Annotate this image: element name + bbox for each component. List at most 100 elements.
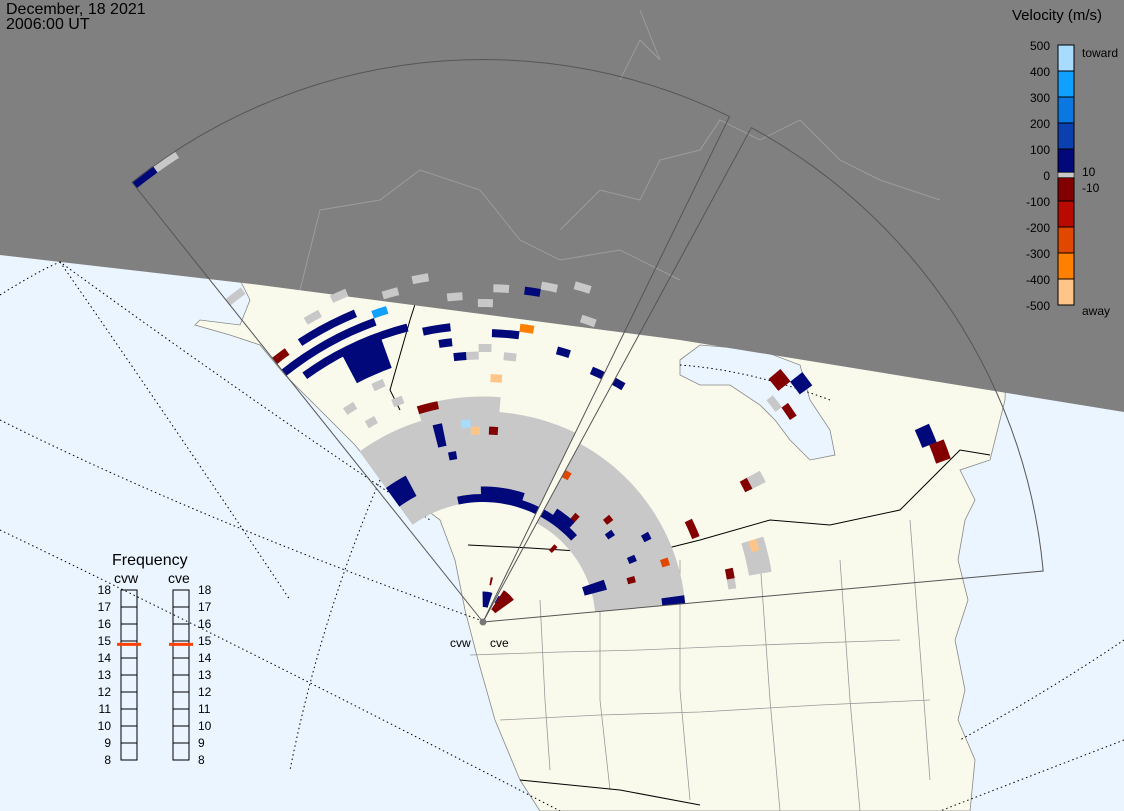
- velocity-cell: [342, 339, 392, 384]
- velocity-cell: [432, 423, 447, 448]
- velocity-cell: [491, 590, 514, 614]
- frequency-tick-left: 13: [98, 668, 112, 682]
- velocity-cell: [416, 401, 439, 415]
- velocity-cell: [552, 508, 575, 529]
- velocity-cell: [490, 374, 503, 383]
- ground-scatter-cell: [493, 284, 510, 293]
- ground-scatter-cell: [579, 314, 597, 328]
- frequency-tick-left: 9: [104, 736, 111, 750]
- velocity-cell: [626, 576, 636, 585]
- velocity-cell: [524, 286, 541, 297]
- velocity-cell: [781, 402, 797, 420]
- frequency-tick-right: 14: [198, 651, 212, 665]
- ground-scatter-cell: [152, 151, 179, 173]
- fov-cve: [482, 126, 1044, 623]
- velocity-cell: [549, 544, 558, 553]
- legend-title: Velocity (m/s): [1012, 7, 1102, 24]
- legend-tick: 100: [1030, 143, 1050, 157]
- legend-tick: 300: [1030, 91, 1050, 105]
- ground-scatter-region: [741, 536, 772, 576]
- frequency-tick-left: 12: [98, 685, 112, 699]
- radar-site-marker: [479, 618, 487, 626]
- velocity-legend: Velocity (m/s) 500 400 300 200 100 0 -100 -200 -…: [1012, 7, 1118, 318]
- scatter-cells: [131, 151, 951, 614]
- legend-tick: -200: [1026, 221, 1050, 235]
- frequency-scales: 18 18 17 17 16 16 15 15 14 14 13 13 12 12 11 11 10 10 9 9 8 8: [98, 583, 212, 767]
- velocity-cell: [385, 475, 417, 507]
- legend-ticks: 500 400 300 200 100 0 -100 -200 -300 -400 -500: [1026, 39, 1050, 313]
- velocity-cell: [660, 557, 670, 568]
- frequency-tick-right: 15: [198, 634, 212, 648]
- velocity-cell: [460, 419, 471, 429]
- frequency-tick-right: 12: [198, 685, 212, 699]
- velocity-cell: [604, 529, 615, 540]
- velocity-cell: [297, 309, 357, 346]
- velocity-cell: [661, 595, 686, 606]
- ground-scatter-cell: [766, 395, 782, 412]
- velocity-cell: [131, 166, 158, 189]
- frequency-tick-left: 18: [98, 583, 112, 597]
- velocity-cell: [453, 352, 467, 362]
- legend-away: away: [1082, 304, 1110, 318]
- ground-scatter-cell: [477, 299, 493, 308]
- legend-minus-threshold: -10: [1082, 181, 1100, 195]
- velocity-cell: [422, 323, 451, 336]
- frequency-tick-left: 17: [98, 600, 112, 614]
- legend-tick: 0: [1043, 169, 1050, 183]
- frequency-tick-left: 10: [98, 719, 112, 733]
- colorbar-band: [1057, 200, 1075, 228]
- colorbar-band: [1057, 252, 1075, 280]
- frequency-tick-left: 15: [98, 634, 112, 648]
- velocity-cell: [470, 426, 480, 435]
- frequency-tick-right: 9: [198, 736, 205, 750]
- velocity-cell: [748, 538, 760, 553]
- velocity-cell: [611, 377, 626, 391]
- frequency-tick-right: 17: [198, 600, 212, 614]
- velocity-cell: [302, 323, 409, 379]
- legend-tick: 500: [1030, 39, 1050, 53]
- velocity-cell: [371, 306, 389, 319]
- frequency-title: Frequency: [112, 552, 188, 569]
- colorbar-band: [1057, 278, 1075, 306]
- ground-scatter-cell: [503, 352, 517, 362]
- velocity-cell: [555, 346, 571, 358]
- legend-plus-threshold: 10: [1082, 165, 1096, 179]
- velocity-cell: [724, 567, 735, 580]
- velocity-cell: [582, 579, 607, 596]
- frequency-panel: Frequency cvw cve 18 18 17 17 16 16 15 15 14 14 13…: [98, 552, 212, 767]
- ground-scatter-cell: [726, 578, 737, 590]
- ground-scatter-cell: [371, 378, 386, 392]
- ground-scatter-region: [536, 443, 686, 612]
- velocity-cell: [914, 423, 937, 448]
- frequency-radar-cve: cve: [168, 570, 190, 586]
- ground-scatter-region: [746, 470, 766, 489]
- frequency-tick-right: 18: [198, 583, 212, 597]
- legend-tick: -100: [1026, 195, 1050, 209]
- frequency-tick-left: 14: [98, 651, 112, 665]
- site-label-cve: cve: [490, 636, 509, 650]
- date-label: December, 18 2021: [6, 1, 146, 18]
- lat-lon-grid: [0, 261, 1124, 811]
- fov-cvw: [131, 59, 731, 623]
- colorbar-band: [1057, 148, 1075, 173]
- velocity-cell: [489, 577, 493, 586]
- velocity-cell: [438, 338, 453, 348]
- legend-tick: 400: [1030, 65, 1050, 79]
- night-region: [0, 0, 1124, 412]
- velocity-cell: [589, 366, 605, 380]
- night-coastlines: [299, 9, 941, 291]
- frequency-tick-right: 8: [198, 753, 205, 767]
- velocity-cell: [626, 554, 637, 564]
- time-label: 2006:00 UT: [6, 16, 90, 33]
- legend-tick: -500: [1026, 299, 1050, 313]
- frequency-tick-left: 11: [99, 702, 112, 716]
- velocity-cell: [929, 439, 951, 464]
- ground-scatter-cell: [573, 281, 592, 294]
- velocity-cell: [482, 591, 493, 608]
- frequency-tick-left: 16: [98, 617, 112, 631]
- ground-scatter-cell: [364, 416, 378, 429]
- ground-scatter-cell: [343, 401, 358, 415]
- legend-tick: -300: [1026, 247, 1050, 261]
- state-borders: [469, 519, 931, 811]
- colorbar-band: [1057, 122, 1075, 150]
